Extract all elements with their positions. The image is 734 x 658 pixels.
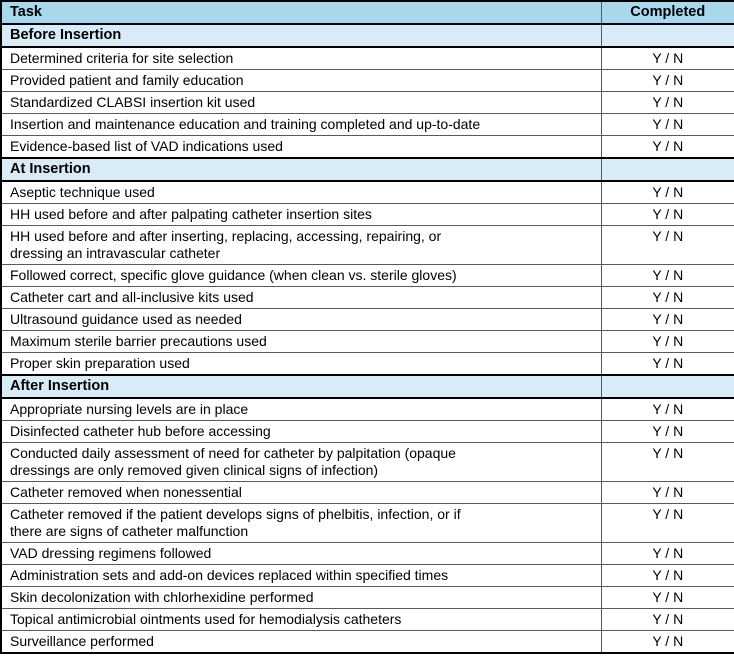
task-label: HH used before and after inserting, repl… [0,225,602,265]
task-row: Catheter cart and all-inclusive kits use… [0,286,734,309]
task-row: Proper skin preparation used Y / N [0,352,734,376]
section-title: At Insertion [0,157,602,182]
completed-value: Y / N [600,442,734,482]
section-row-at-insertion: At Insertion [0,157,734,182]
task-row: VAD dressing regimens followed Y / N [0,542,734,565]
task-label: Conducted daily assessment of need for c… [0,442,602,482]
section-completed-cell [600,157,734,182]
checklist-body: Before Insertion Determined criteria for … [0,23,734,654]
task-row: Ultrasound guidance used as needed Y / N [0,308,734,331]
task-label: Evidence-based list of VAD indications u… [0,135,602,159]
task-label: Maximum sterile barrier precautions used [0,330,602,353]
completed-value: Y / N [600,503,734,543]
completed-value: Y / N [600,286,734,309]
task-row: Followed correct, specific glove guidanc… [0,264,734,287]
completed-value: Y / N [600,69,734,92]
completed-value: Y / N [600,352,734,376]
task-column-header: Task [0,0,602,25]
completed-value: Y / N [600,46,734,70]
section-title: After Insertion [0,374,602,399]
task-row: Aseptic technique used Y / N [0,180,734,204]
task-label: Determined criteria for site selection [0,46,602,70]
completed-value: Y / N [600,308,734,331]
task-row: Maximum sterile barrier precautions used… [0,330,734,353]
task-row: Standardized CLABSI insertion kit used Y … [0,91,734,114]
task-row: Provided patient and family education Y /… [0,69,734,92]
task-label: Followed correct, specific glove guidanc… [0,264,602,287]
task-label: Proper skin preparation used [0,352,602,376]
completed-value: Y / N [600,630,734,654]
completed-value: Y / N [600,135,734,159]
task-label: Catheter removed if the patient develops… [0,503,602,543]
task-row: Skin decolonization with chlorhexidine p… [0,586,734,609]
completed-value: Y / N [600,586,734,609]
completed-value: Y / N [600,397,734,421]
task-label: Aseptic technique used [0,180,602,204]
task-row: Topical antimicrobial ointments used for… [0,608,734,631]
task-row: Disinfected catheter hub before accessin… [0,420,734,443]
section-row-before-insertion: Before Insertion [0,23,734,48]
section-title: Before Insertion [0,23,602,48]
task-label: Skin decolonization with chlorhexidine p… [0,586,602,609]
task-label: Topical antimicrobial ointments used for… [0,608,602,631]
completed-value: Y / N [600,608,734,631]
completed-value: Y / N [600,564,734,587]
task-row: Determined criteria for site selection Y … [0,46,734,70]
task-label: Administration sets and add-on devices r… [0,564,602,587]
task-row: Catheter removed if the patient develops… [0,503,734,543]
task-label: Surveillance performed [0,630,602,654]
task-row: HH used before and after inserting, repl… [0,225,734,265]
task-label: Ultrasound guidance used as needed [0,308,602,331]
task-row: Appropriate nursing levels are in place Y… [0,397,734,421]
completed-value: Y / N [600,420,734,443]
completed-column-header: Completed [600,0,734,25]
completed-value: Y / N [600,91,734,114]
completed-value: Y / N [600,330,734,353]
task-row: Catheter removed when nonessential Y / N [0,481,734,504]
section-completed-cell [600,374,734,399]
completed-value: Y / N [600,264,734,287]
task-row: Evidence-based list of VAD indications u… [0,135,734,159]
task-row: Insertion and maintenance education and … [0,113,734,136]
completed-value: Y / N [600,203,734,226]
table-header: Task Completed [0,0,734,25]
task-label: Standardized CLABSI insertion kit used [0,91,602,114]
task-row: Administration sets and add-on devices r… [0,564,734,587]
task-label: HH used before and after palpating cathe… [0,203,602,226]
completed-value: Y / N [600,481,734,504]
task-row: Conducted daily assessment of need for c… [0,442,734,482]
completed-value: Y / N [600,542,734,565]
task-row: HH used before and after palpating cathe… [0,203,734,226]
section-row-after-insertion: After Insertion [0,374,734,399]
completed-value: Y / N [600,180,734,204]
header-row: Task Completed [0,0,734,25]
task-label: Provided patient and family education [0,69,602,92]
completed-value: Y / N [600,113,734,136]
section-completed-cell [600,23,734,48]
task-label: Disinfected catheter hub before accessin… [0,420,602,443]
task-label: Insertion and maintenance education and … [0,113,602,136]
task-label: Catheter cart and all-inclusive kits use… [0,286,602,309]
task-row: Surveillance performed Y / N [0,630,734,654]
task-label: Catheter removed when nonessential [0,481,602,504]
completed-value: Y / N [600,225,734,265]
task-label: Appropriate nursing levels are in place [0,397,602,421]
task-label: VAD dressing regimens followed [0,542,602,565]
